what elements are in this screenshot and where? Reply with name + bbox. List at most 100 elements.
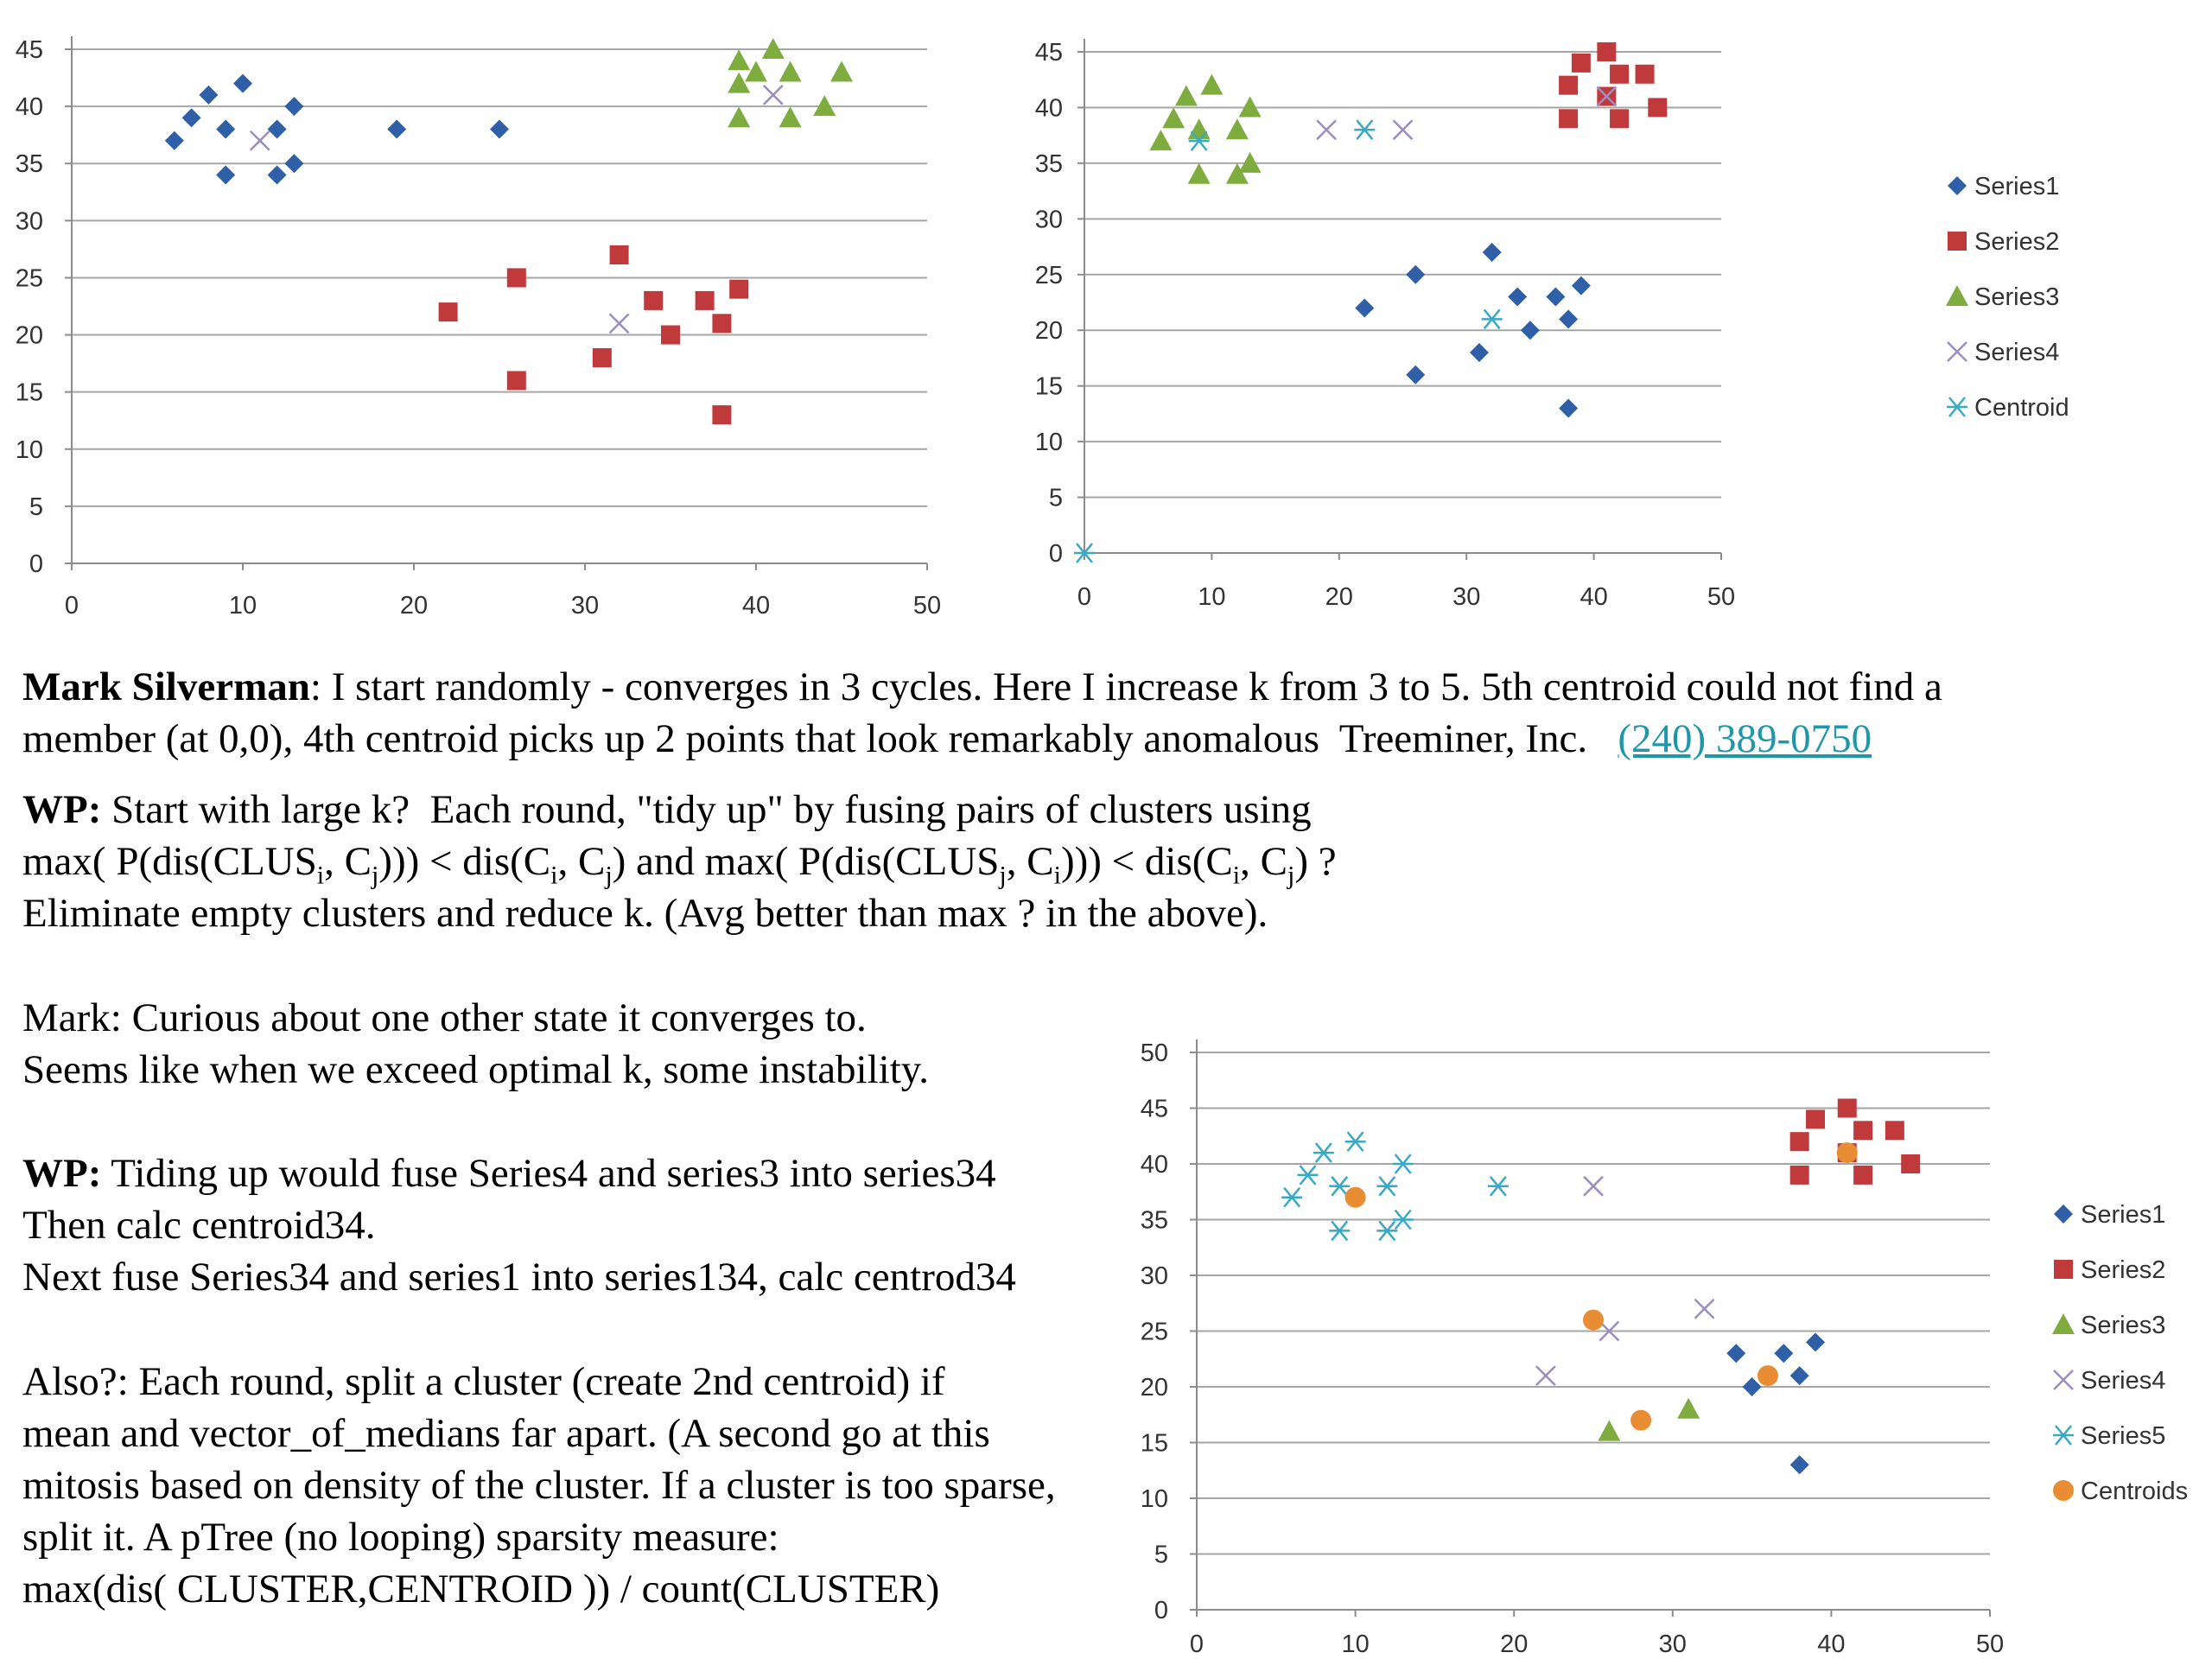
series1-point (1571, 276, 1591, 296)
legend-series3-label: Series3 (2081, 1312, 2165, 1339)
phone-link[interactable]: (240) 389-0750 (1618, 716, 1872, 761)
series2-point (1789, 1132, 1809, 1152)
series5-point (1344, 1131, 1366, 1152)
y-tick-label: 45 (16, 36, 43, 64)
p4-line-2: Then calc centroid34. (22, 1199, 1016, 1251)
x-tick-label: 40 (1580, 583, 1607, 611)
speaker-name: Mark Silverman (22, 664, 310, 709)
series2-point (1806, 1109, 1826, 1129)
series3-point (728, 49, 751, 71)
legend-series1-label: Series1 (2081, 1201, 2165, 1229)
formula-part: , C (557, 839, 606, 884)
series2-point (729, 279, 749, 299)
series2-point (1610, 64, 1630, 84)
paragraph-mark-silverman: Mark Silverman: I start randomly - conve… (22, 661, 1942, 765)
series5-point (1376, 1220, 1398, 1242)
series5-point (1297, 1165, 1319, 1185)
series1-point (216, 165, 236, 185)
series4-point (1316, 119, 1337, 141)
y-tick-label: 10 (1141, 1485, 1168, 1513)
scatter-chart-1: 0 5 10 15 20 25 30 35 40 45 0 10 20 30 40 50 (16, 36, 941, 620)
series1-point (1742, 1377, 1762, 1396)
series5-point (1487, 1176, 1509, 1197)
p2-line-3-text: Eliminate empty clusters and reduce k. (… (22, 891, 1268, 936)
y-tick-label: 25 (1035, 262, 1063, 289)
series3-point (830, 60, 853, 82)
y-tick-label: 0 (29, 550, 43, 578)
series2-point (1610, 109, 1630, 129)
y-tick-label: 10 (1035, 429, 1063, 456)
x-tick-label: 0 (1190, 1630, 1204, 1658)
legend-series2-label: Series2 (1974, 228, 2059, 256)
legend-series1-marker (2054, 1205, 2073, 1224)
series1-point (284, 154, 304, 174)
x-tick-label: 10 (1198, 583, 1225, 611)
centroid-point (1354, 119, 1376, 141)
series4-point (608, 313, 630, 334)
centroids-point (1630, 1409, 1652, 1431)
series1-point (1520, 321, 1540, 340)
series5-point (1281, 1186, 1303, 1208)
p5-line-1: Also?: Each round, split a cluster (crea… (22, 1356, 1056, 1408)
centroids-point (1344, 1186, 1366, 1208)
formula-part: ))) < dis(C (1060, 839, 1233, 884)
p3-line-1: Mark: Curious about one other state it c… (22, 992, 929, 1044)
series2-point (1789, 1165, 1809, 1185)
formula-sub: j (371, 861, 379, 890)
formula-part: , C (324, 839, 372, 884)
y-tick-label: 15 (16, 379, 43, 407)
p2-line-1-text: Start with large k? Each round, "tidy up… (101, 787, 1312, 832)
legend-series1-marker (1948, 176, 1967, 195)
paragraph-wp-fuse: WP: Tiding up would fuse Series4 and ser… (22, 1147, 1016, 1303)
series3-point (1225, 162, 1249, 184)
series2-point (661, 325, 680, 345)
x-tick-label: 40 (1817, 1630, 1845, 1658)
legend-series3-marker (2052, 1313, 2075, 1334)
x-tick-label: 30 (1452, 583, 1480, 611)
series2-point (1597, 42, 1617, 61)
series1-point (267, 119, 287, 139)
centroids-point (1757, 1365, 1778, 1387)
centroids-point (1583, 1309, 1604, 1331)
centroid-point (1481, 308, 1503, 330)
x-tick-label: 50 (913, 592, 941, 620)
series1-point (1508, 287, 1528, 307)
p5-line-2: mean and vector_of_medians far apart. (A… (22, 1408, 1056, 1459)
x-tick-label: 0 (1077, 583, 1091, 611)
formula-part: ))) < dis(C (378, 839, 551, 884)
series1-point (1559, 309, 1579, 329)
legend-series4-marker (2053, 1370, 2074, 1390)
formula-sub: i (1053, 861, 1061, 890)
p4-line-1: WP: Tiding up would fuse Series4 and ser… (22, 1147, 1016, 1199)
y-tick-label: 0 (1049, 540, 1063, 568)
series2-point (438, 302, 458, 322)
series5-point (1313, 1142, 1334, 1163)
series3-point (745, 60, 767, 82)
series3-point (728, 106, 751, 128)
y-tick-label: 10 (16, 436, 43, 464)
p2-line-1: WP: Start with large k? Each round, "tid… (22, 784, 1337, 836)
wp-label: WP: (22, 1151, 102, 1196)
x-tick-label: 30 (571, 592, 599, 620)
series2-point (1648, 98, 1668, 118)
y-tick-label: 40 (1035, 94, 1063, 122)
formula-part: , C (1006, 839, 1054, 884)
legend-series2-marker (1948, 232, 1967, 251)
y-tick-label: 5 (1154, 1541, 1168, 1569)
series3-point (1187, 162, 1211, 184)
p4-line-3-text: Next fuse Series34 and series1 into seri… (22, 1255, 1016, 1300)
p5-line-1-text: Also?: Each round, split a cluster (crea… (22, 1359, 945, 1404)
centroid-point (1074, 543, 1095, 563)
legend-centroid-label: Centroid (1974, 394, 2069, 422)
y-tick-label: 20 (16, 322, 43, 350)
series1-point (1789, 1455, 1809, 1475)
legend-series5-label: Series5 (2081, 1422, 2165, 1450)
series1-point (1469, 343, 1489, 362)
series5-point (1392, 1154, 1414, 1174)
formula-part: max( P(dis(CLUS (22, 839, 317, 884)
y-tick-label: 25 (1141, 1319, 1168, 1346)
formula-sub: j (605, 861, 613, 890)
series2-point (506, 268, 526, 288)
y-tick-label: 30 (1035, 206, 1063, 233)
series1-point (1546, 287, 1566, 307)
